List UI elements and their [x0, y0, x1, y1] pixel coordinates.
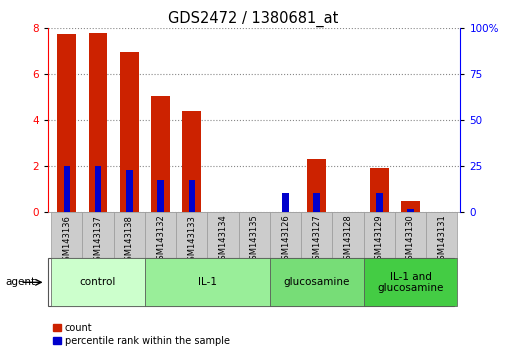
Bar: [363, 212, 394, 258]
Text: GSM143135: GSM143135: [249, 215, 258, 266]
Bar: [369, 167, 388, 212]
Bar: [425, 212, 457, 258]
Text: GSM143134: GSM143134: [218, 215, 227, 266]
Text: GSM143127: GSM143127: [312, 215, 321, 266]
Bar: [88, 33, 107, 212]
Text: glucosamine: glucosamine: [283, 277, 349, 287]
Bar: [332, 212, 363, 258]
Bar: [375, 193, 382, 212]
Bar: [64, 166, 70, 212]
Bar: [238, 212, 269, 258]
Bar: [114, 212, 144, 258]
Text: agent: agent: [5, 277, 35, 287]
Bar: [400, 201, 419, 212]
Legend: count, percentile rank within the sample: count, percentile rank within the sample: [53, 323, 229, 346]
Bar: [176, 212, 207, 258]
Text: GSM143130: GSM143130: [405, 215, 414, 266]
Bar: [269, 258, 363, 306]
Bar: [307, 160, 326, 212]
Bar: [144, 258, 269, 306]
Bar: [182, 111, 201, 212]
Bar: [207, 212, 238, 258]
Bar: [363, 258, 457, 306]
Bar: [188, 180, 194, 212]
Text: GSM143138: GSM143138: [125, 215, 133, 266]
Bar: [51, 212, 82, 258]
Text: IL-1 and
glucosamine: IL-1 and glucosamine: [377, 272, 443, 293]
Bar: [313, 193, 319, 212]
Bar: [51, 258, 144, 306]
Bar: [151, 96, 170, 212]
Text: GSM143131: GSM143131: [436, 215, 445, 266]
Bar: [407, 209, 413, 212]
Bar: [82, 212, 114, 258]
Bar: [394, 212, 425, 258]
Text: GSM143128: GSM143128: [343, 215, 352, 266]
Bar: [157, 180, 164, 212]
Text: GSM143133: GSM143133: [187, 215, 196, 266]
Bar: [94, 166, 101, 212]
Bar: [300, 212, 332, 258]
Bar: [144, 212, 176, 258]
Text: GSM143136: GSM143136: [62, 215, 71, 266]
Text: control: control: [80, 277, 116, 287]
Bar: [120, 52, 138, 212]
Text: GSM143129: GSM143129: [374, 215, 383, 266]
Text: IL-1: IL-1: [197, 277, 217, 287]
Text: GSM143137: GSM143137: [93, 215, 103, 266]
Bar: [126, 170, 132, 212]
Bar: [58, 34, 76, 212]
Text: GDS2472 / 1380681_at: GDS2472 / 1380681_at: [168, 11, 337, 27]
Bar: [282, 193, 288, 212]
Text: GSM143126: GSM143126: [280, 215, 289, 266]
Text: GSM143132: GSM143132: [156, 215, 165, 266]
Bar: [269, 212, 300, 258]
